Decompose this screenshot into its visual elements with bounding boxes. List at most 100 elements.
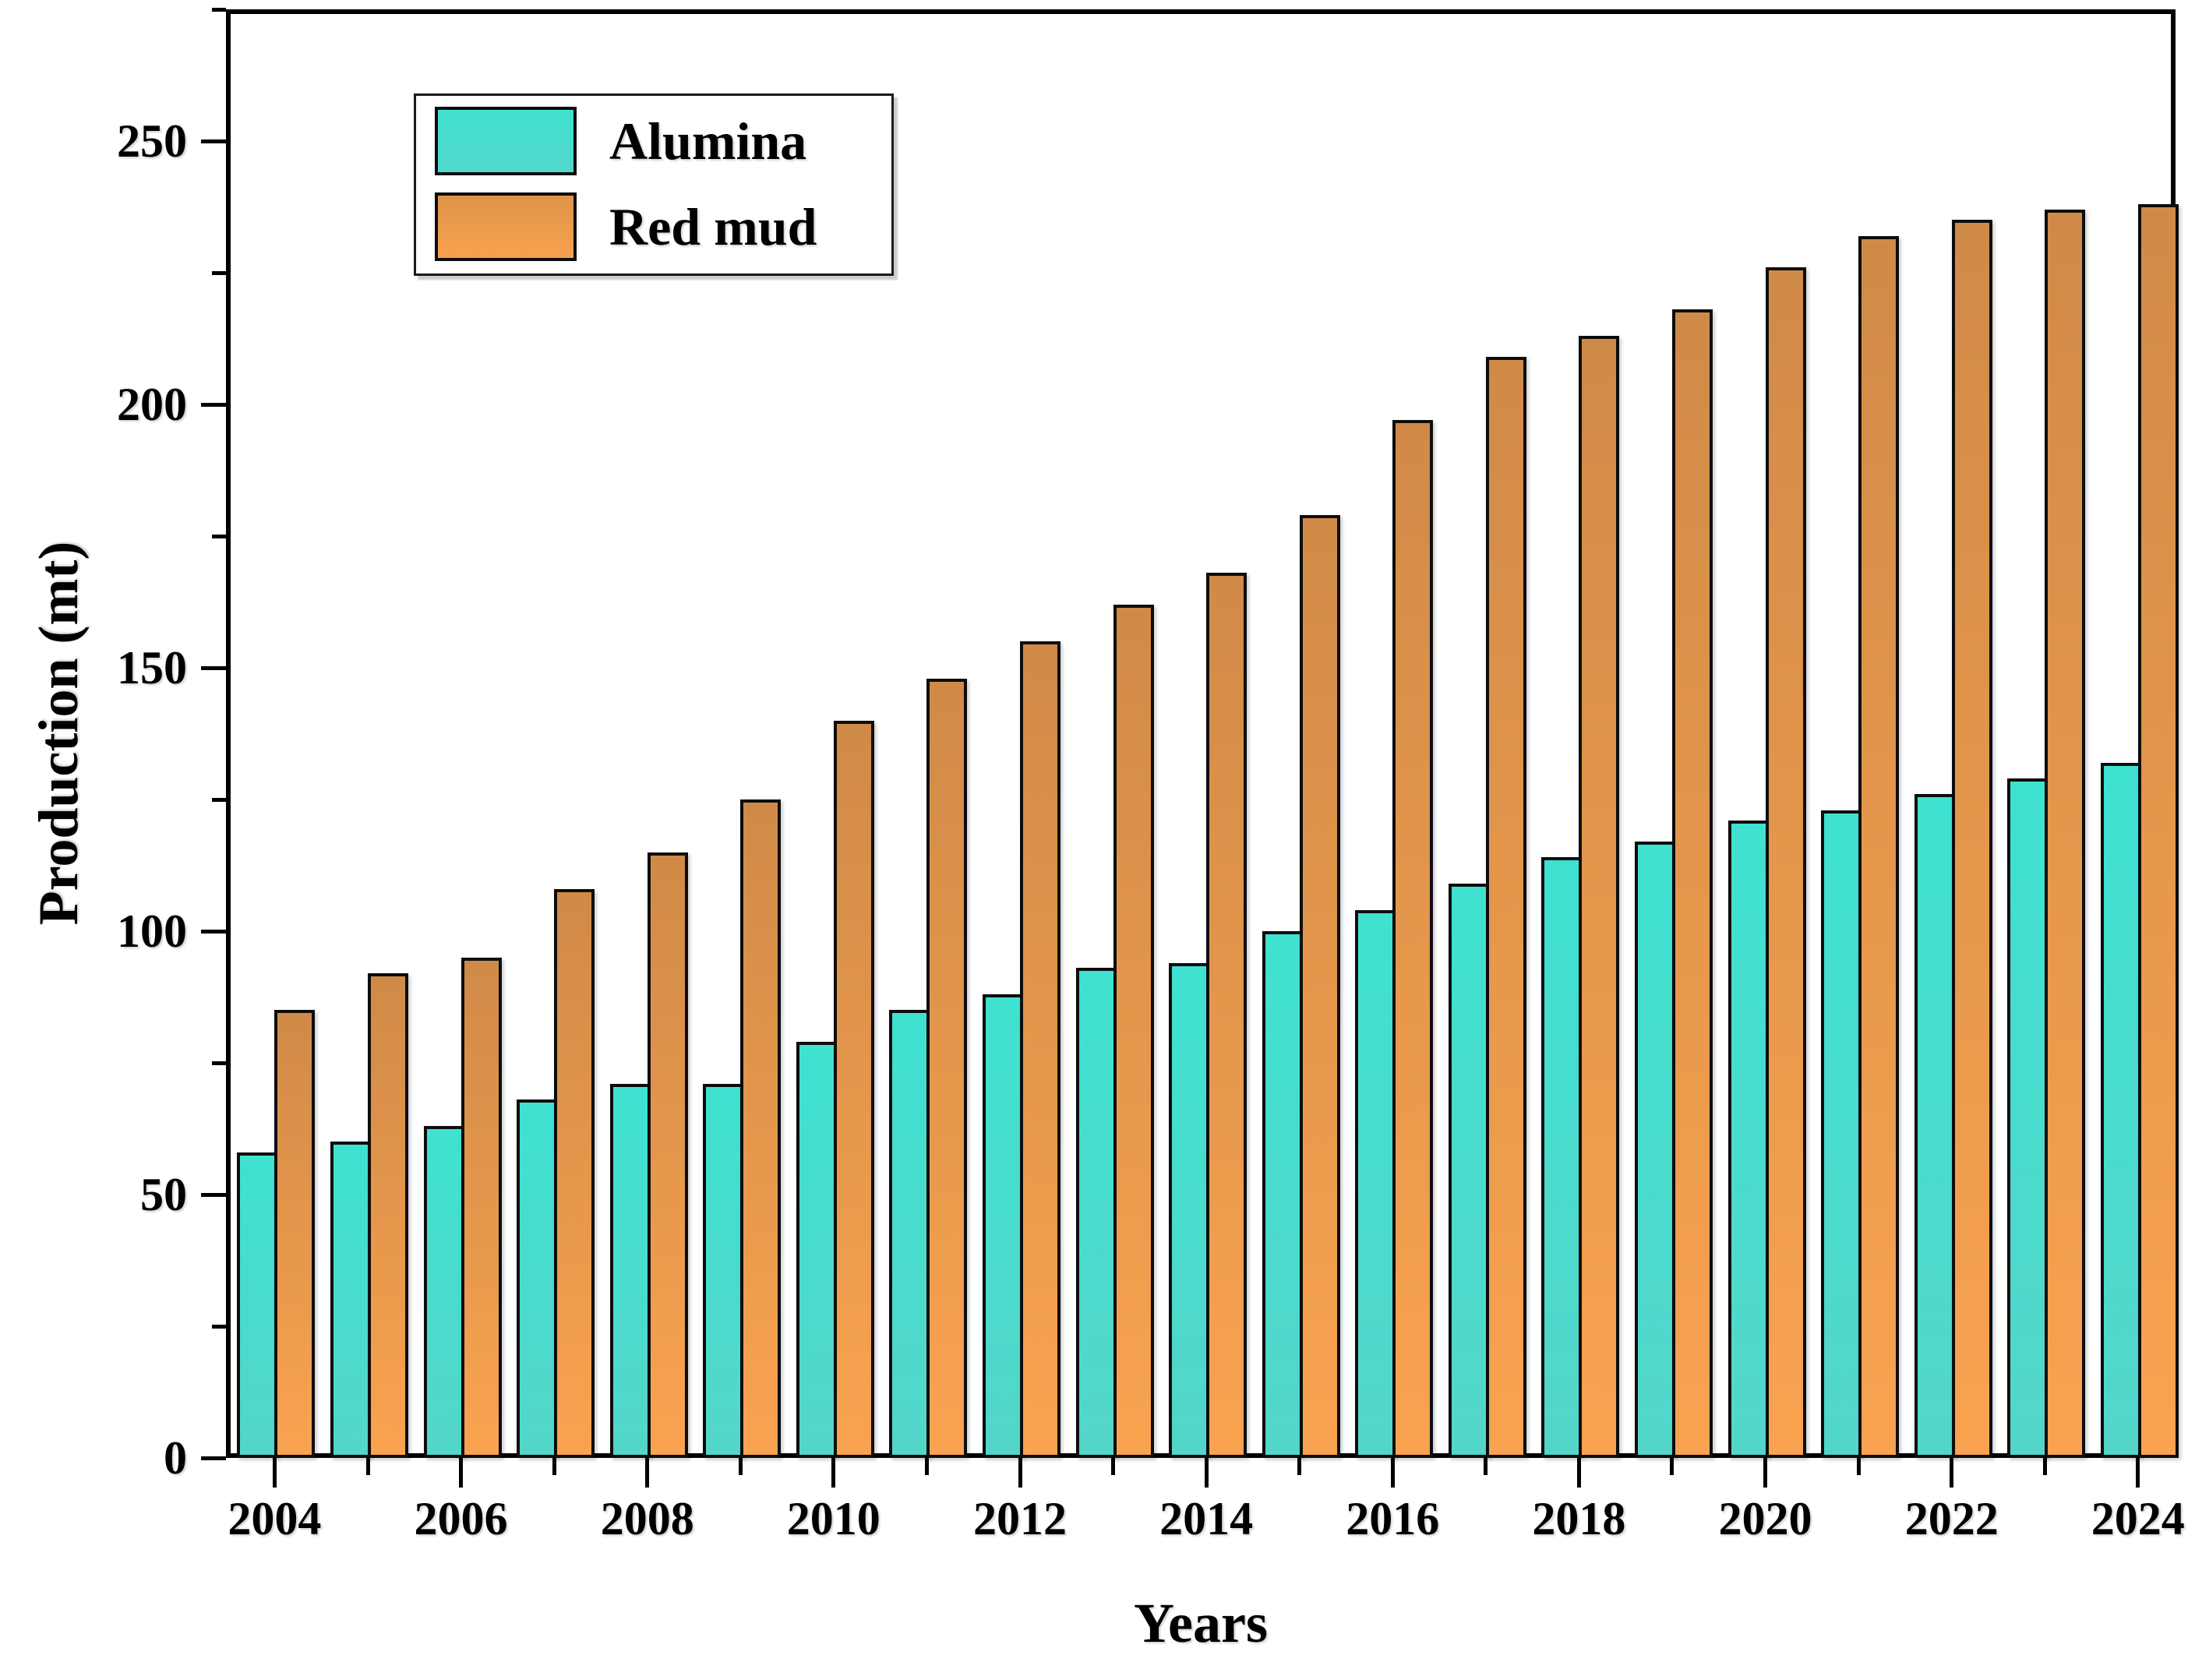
legend-swatch-redmud — [435, 192, 577, 261]
bar-redmud-2019 — [1671, 309, 1713, 1458]
y-tick-label-150: 150 — [117, 642, 187, 694]
bar-redmud-2015 — [1299, 515, 1340, 1458]
y-minor-tick-25 — [212, 1324, 226, 1329]
y-tick-label-0: 0 — [164, 1432, 187, 1484]
x-minor-tick-2015 — [1297, 1458, 1302, 1475]
bar-alumina-2009 — [703, 1084, 744, 1458]
bar-alumina-2022 — [1914, 794, 1955, 1458]
x-minor-tick-2017 — [1484, 1458, 1488, 1475]
x-minor-tick-2013 — [1111, 1458, 1115, 1475]
x-axis-title: Years — [1134, 1592, 1268, 1654]
bar-redmud-2020 — [1765, 267, 1806, 1458]
bar-alumina-2012 — [983, 994, 1023, 1458]
y-major-tick-200 — [201, 402, 226, 407]
x-minor-tick-2007 — [552, 1458, 556, 1475]
bar-alumina-2007 — [517, 1099, 558, 1458]
bar-redmud-2008 — [647, 852, 688, 1458]
x-tick-label-2012: 2012 — [973, 1493, 1067, 1544]
y-major-tick-150 — [201, 665, 226, 670]
y-axis-title: Production (mt) — [27, 541, 90, 926]
y-minor-tick-225 — [212, 270, 226, 275]
x-tick-label-2018: 2018 — [1532, 1493, 1626, 1544]
bar-redmud-2014 — [1206, 573, 1248, 1458]
x-major-tick-2020 — [1763, 1458, 1767, 1488]
x-tick-label-2022: 2022 — [1904, 1493, 1999, 1544]
x-major-tick-2004 — [272, 1458, 277, 1488]
x-major-tick-2008 — [645, 1458, 650, 1488]
legend-label-redmud: Red mud — [609, 197, 817, 256]
x-tick-label-2016: 2016 — [1346, 1493, 1440, 1544]
bar-alumina-2011 — [889, 1010, 930, 1458]
bar-alumina-2010 — [796, 1042, 837, 1458]
y-tick-label-200: 200 — [117, 379, 187, 430]
bar-alumina-2004 — [237, 1152, 278, 1458]
x-major-tick-2024 — [2136, 1458, 2140, 1488]
x-minor-tick-2005 — [365, 1458, 370, 1475]
x-major-tick-2022 — [1950, 1458, 1954, 1488]
bar-redmud-2011 — [926, 678, 968, 1458]
bar-alumina-2021 — [1821, 810, 1862, 1458]
legend-label-alumina: Alumina — [609, 111, 807, 171]
bar-redmud-2013 — [1113, 604, 1154, 1458]
bar-alumina-2024 — [2100, 762, 2141, 1458]
bar-alumina-2015 — [1262, 931, 1303, 1458]
x-tick-label-2020: 2020 — [1718, 1493, 1812, 1544]
x-tick-label-2004: 2004 — [228, 1493, 322, 1544]
bar-redmud-2021 — [1858, 235, 1900, 1458]
bar-alumina-2019 — [1634, 842, 1675, 1458]
bar-redmud-2004 — [274, 1010, 316, 1458]
x-major-tick-2010 — [831, 1458, 836, 1488]
bar-alumina-2014 — [1169, 962, 1210, 1458]
x-tick-label-2024: 2024 — [2091, 1493, 2185, 1544]
x-minor-tick-2023 — [2042, 1458, 2047, 1475]
bar-redmud-2012 — [1020, 641, 1060, 1458]
bar-redmud-2010 — [833, 720, 874, 1458]
y-major-tick-0 — [201, 1456, 226, 1460]
x-major-tick-2012 — [1018, 1458, 1022, 1488]
bar-redmud-2017 — [1485, 357, 1526, 1458]
y-tick-label-50: 50 — [140, 1169, 187, 1220]
bar-alumina-2006 — [423, 1126, 464, 1458]
legend-box: Alumina Red mud — [414, 94, 894, 276]
bar-alumina-2005 — [330, 1142, 371, 1458]
bar-alumina-2018 — [1541, 857, 1583, 1458]
x-major-tick-2016 — [1390, 1458, 1395, 1488]
bar-redmud-2022 — [1951, 220, 1992, 1458]
x-tick-label-2010: 2010 — [786, 1493, 880, 1544]
legend-swatch-alumina — [435, 107, 577, 175]
bar-redmud-2005 — [368, 973, 408, 1458]
x-major-tick-2018 — [1576, 1458, 1581, 1488]
x-minor-tick-2011 — [924, 1458, 929, 1475]
y-tick-label-250: 250 — [117, 115, 187, 167]
x-tick-label-2014: 2014 — [1159, 1493, 1254, 1544]
bar-redmud-2007 — [554, 888, 595, 1458]
bar-alumina-2016 — [1355, 910, 1396, 1458]
y-tick-label-100: 100 — [117, 905, 187, 957]
y-major-tick-250 — [201, 139, 226, 143]
x-minor-tick-2019 — [1670, 1458, 1675, 1475]
x-major-tick-2014 — [1204, 1458, 1209, 1488]
bar-redmud-2024 — [2137, 204, 2179, 1458]
x-minor-tick-2021 — [1856, 1458, 1861, 1475]
x-major-tick-2006 — [459, 1458, 463, 1488]
bar-redmud-2016 — [1392, 420, 1434, 1458]
bar-alumina-2017 — [1448, 884, 1489, 1458]
y-minor-tick-125 — [212, 797, 226, 802]
y-minor-tick-275 — [212, 7, 226, 12]
y-minor-tick-75 — [212, 1061, 226, 1065]
bar-alumina-2023 — [2007, 778, 2049, 1458]
bar-alumina-2020 — [1727, 821, 1769, 1458]
bar-alumina-2013 — [1075, 968, 1117, 1458]
bar-redmud-2018 — [1579, 336, 1620, 1458]
bar-alumina-2008 — [609, 1084, 651, 1458]
x-minor-tick-2009 — [738, 1458, 743, 1475]
bar-redmud-2006 — [461, 957, 502, 1458]
y-major-tick-50 — [201, 1192, 226, 1197]
x-tick-label-2008: 2008 — [600, 1493, 694, 1544]
y-minor-tick-175 — [212, 534, 226, 538]
bar-redmud-2023 — [2045, 209, 2086, 1458]
y-major-tick-100 — [201, 929, 226, 934]
x-tick-label-2006: 2006 — [414, 1493, 508, 1544]
bar-redmud-2009 — [740, 799, 782, 1458]
